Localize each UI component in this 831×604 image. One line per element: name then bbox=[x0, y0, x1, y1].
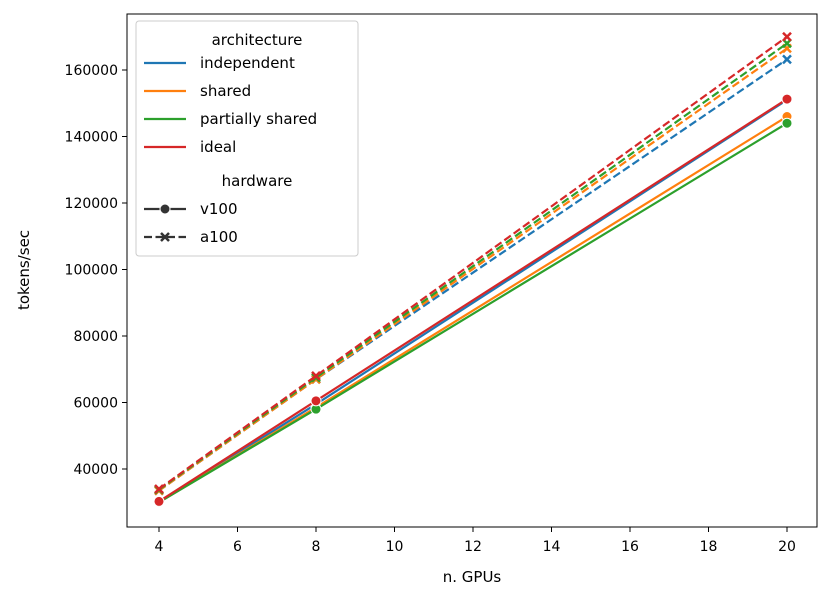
x-marker bbox=[782, 54, 792, 65]
y-axis-label: tokens/sec bbox=[15, 230, 33, 310]
x-tick-label: 18 bbox=[700, 539, 718, 555]
x-marker bbox=[782, 31, 792, 42]
series-ideal-v100 bbox=[153, 93, 793, 507]
legend-style-title: hardware bbox=[222, 172, 293, 190]
series-layer bbox=[153, 31, 793, 508]
y-tick-label: 60000 bbox=[73, 396, 118, 412]
legend-label: partially shared bbox=[200, 110, 317, 128]
x-tick-label: 6 bbox=[233, 539, 242, 555]
series-line bbox=[158, 35, 788, 490]
legend-box bbox=[135, 20, 359, 257]
axis-ticks: 4 6 8 10 12 14 16 18 20 40000 60000 80000 100000 1200… bbox=[65, 63, 796, 555]
circle-marker bbox=[781, 117, 793, 129]
legend-hue-title: architecture bbox=[212, 31, 303, 49]
x-tick-label: 14 bbox=[543, 539, 561, 555]
series-ideal-a100 bbox=[154, 31, 792, 494]
x-tick-label: 16 bbox=[621, 539, 639, 555]
y-tick-label: 160000 bbox=[65, 63, 118, 79]
legend-label: a100 bbox=[200, 228, 238, 246]
y-tick-label: 120000 bbox=[65, 196, 118, 212]
x-marker bbox=[154, 484, 164, 494]
y-tick-label: 80000 bbox=[73, 329, 118, 345]
x-marker bbox=[311, 371, 321, 381]
x-tick-label: 10 bbox=[386, 539, 404, 555]
y-tick-label: 100000 bbox=[65, 263, 118, 279]
legend-label: independent bbox=[200, 54, 295, 72]
x-axis-label: n. GPUs bbox=[443, 568, 502, 586]
x-tick-label: 4 bbox=[155, 539, 164, 555]
circle-marker bbox=[159, 203, 171, 215]
x-tick-label: 8 bbox=[312, 539, 321, 555]
x-tick-label: 20 bbox=[778, 539, 796, 555]
legend-label: shared bbox=[200, 82, 251, 100]
x-tick-label: 12 bbox=[464, 539, 482, 555]
y-tick-label: 40000 bbox=[73, 462, 118, 478]
x-marker bbox=[160, 232, 170, 242]
plot-frame bbox=[126, 13, 818, 528]
legend: architecture hardware independent shared p… bbox=[135, 20, 359, 257]
circle-marker bbox=[781, 93, 793, 105]
legend-label: ideal bbox=[200, 138, 236, 156]
circle-marker bbox=[310, 395, 322, 407]
y-tick-label: 140000 bbox=[65, 130, 118, 146]
legend-label: v100 bbox=[200, 200, 238, 218]
circle-marker bbox=[153, 495, 165, 507]
